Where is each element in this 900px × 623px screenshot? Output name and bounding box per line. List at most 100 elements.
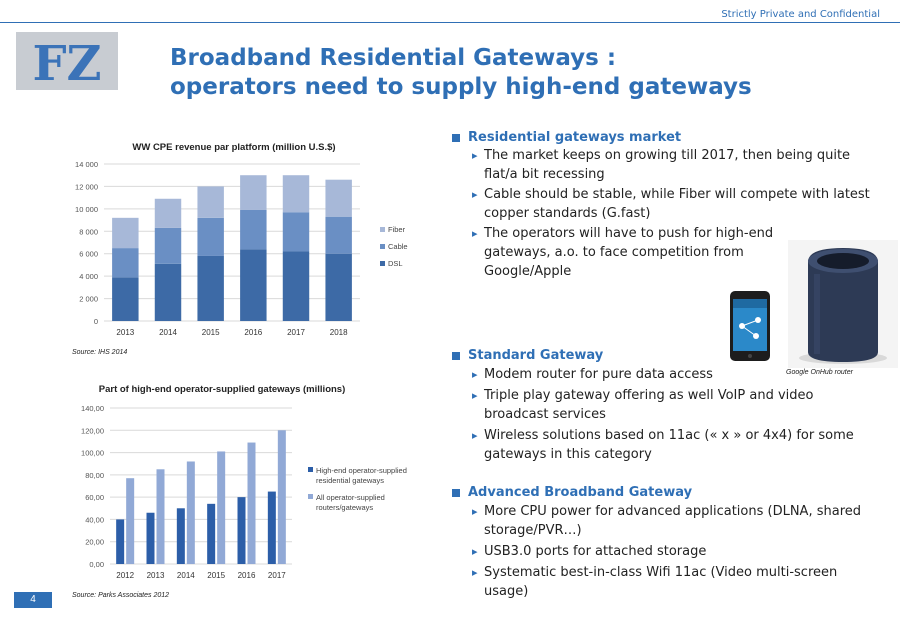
chart2-bar-all [247, 442, 256, 564]
chart1-bar-fiber [240, 175, 267, 210]
bullet-list: More CPU power for advanced applications… [472, 502, 872, 601]
company-logo: FZ [16, 32, 118, 90]
chart1-bar-dsl [282, 251, 310, 321]
chart2-bar-all [186, 461, 195, 564]
chart2-bar-high-end [176, 508, 185, 564]
chart1-y-tick-label: 2 000 [79, 295, 98, 304]
chart1-legend-swatch [380, 261, 385, 266]
slide-title: Broadband Residential Gateways : operato… [170, 44, 870, 102]
chart2-y-tick-label: 120,00 [81, 426, 104, 435]
section-standard-gateway: Standard Gateway Modem router for pure d… [452, 348, 872, 464]
chart1-bar-fiber [154, 198, 182, 228]
bullet-item: Modem router for pure data access [472, 365, 872, 384]
chart1-legend-swatch [380, 244, 385, 249]
chart2-bar-all [277, 430, 286, 564]
chart2-title: Part of high-end operator-supplied gatew… [99, 384, 346, 395]
section-residential-market: Residential gateways market The market k… [452, 130, 872, 281]
chart2-bar-all [156, 469, 165, 564]
chart1-legend-swatch [380, 227, 385, 232]
chart1-bar-cable [197, 217, 224, 256]
title-line-1: Broadband Residential Gateways : [170, 45, 617, 71]
legend-all-line1: All operator-supplied [316, 493, 385, 502]
gateways-chart-svg: Part of high-end operator-supplied gatew… [81, 384, 407, 580]
chart1-y-tick-label: 4 000 [79, 272, 98, 281]
chart2-x-tick-label: 2015 [207, 571, 225, 580]
chart2-y-tick-label: 80,00 [85, 471, 104, 480]
chart1-bar-dsl [197, 255, 224, 321]
chart1-x-tick-label: 2014 [159, 328, 177, 337]
legend-high-end-line2: residential gateways [316, 476, 384, 485]
chart2-y-tick-label: 20,00 [85, 538, 104, 547]
square-bullet-icon [452, 133, 460, 142]
router-caption: Google OnHub router [786, 369, 853, 376]
chart2-bar-high-end [237, 497, 246, 564]
router-image [788, 240, 898, 368]
chart1-legend-label: Cable [388, 242, 408, 251]
legend-all-line2: routers/gateways [316, 503, 373, 512]
bullet-item: USB3.0 ports for attached storage [472, 542, 872, 561]
bullet-item: More CPU power for advanced applications… [472, 502, 872, 540]
chart1-bar-cable [282, 212, 310, 252]
cpe-revenue-chart-svg: WW CPE revenue par platform (million U.S… [75, 142, 408, 337]
chart1-x-tick-label: 2013 [116, 328, 134, 337]
section-heading: Residential gateways market [452, 130, 872, 145]
cpe-revenue-chart: WW CPE revenue par platform (million U.S… [62, 136, 422, 346]
chart1-bar-dsl [325, 253, 352, 321]
chart1-bar-dsl [240, 249, 267, 321]
chart1-bar-cable [325, 216, 352, 254]
chart1-title: WW CPE revenue par platform (million U.S… [132, 142, 335, 153]
legend-high-end-line1: High-end operator-supplied [316, 466, 407, 475]
chart2-bar-high-end [146, 512, 155, 564]
chart1-bar-dsl [154, 263, 182, 321]
bullet-item: Wireless solutions based on 11ac (« x » … [472, 426, 872, 464]
chart1-y-tick-label: 10 000 [75, 205, 98, 214]
chart2-source: Source: Parks Associates 2012 [72, 592, 170, 599]
chart1-x-tick-label: 2017 [287, 328, 305, 337]
chart2-y-tick-label: 0,00 [89, 560, 104, 569]
chart1-y-tick-label: 12 000 [75, 182, 98, 191]
chart2-bar-high-end [116, 519, 125, 564]
chart2-bar-high-end [267, 491, 276, 564]
bullet-item: The market keeps on growing till 2017, t… [472, 146, 852, 184]
square-bullet-icon [452, 351, 460, 360]
chart1-x-tick-label: 2016 [244, 328, 262, 337]
page-number: 4 [14, 592, 52, 608]
smartphone-image [728, 290, 772, 362]
bullet-item: Triple play gateway offering as well VoI… [472, 386, 872, 424]
bullet-item: Cable should be stable, while Fiber will… [472, 185, 872, 223]
section-heading: Advanced Broadband Gateway [452, 485, 872, 500]
chart1-legend-label: Fiber [388, 225, 406, 234]
chart1-y-tick-label: 0 [94, 317, 98, 326]
chart2-x-tick-label: 2014 [177, 571, 195, 580]
bullet-item: The operators will have to push for high… [472, 224, 797, 281]
section-heading: Standard Gateway [452, 348, 872, 363]
chart2-y-tick-label: 60,00 [85, 493, 104, 502]
chart1-y-tick-label: 8 000 [79, 227, 98, 236]
chart2-y-tick-label: 140,00 [81, 404, 104, 413]
title-line-2: operators need to supply high-end gatewa… [170, 74, 752, 100]
square-bullet-icon [452, 488, 460, 497]
chart1-bar-cable [240, 209, 267, 250]
legend-swatch-high-end [308, 467, 313, 472]
chart1-bar-fiber [112, 217, 139, 249]
chart1-x-tick-label: 2018 [330, 328, 348, 337]
chart2-x-tick-label: 2017 [268, 571, 286, 580]
header-rule [0, 22, 900, 23]
gateways-chart: Part of high-end operator-supplied gatew… [62, 378, 432, 586]
chart2-x-tick-label: 2016 [238, 571, 256, 580]
chart1-bar-fiber [197, 186, 224, 218]
chart2-y-tick-label: 100,00 [81, 449, 104, 458]
svg-text:FZ: FZ [32, 36, 101, 90]
section-advanced-gateway: Advanced Broadband Gateway More CPU powe… [452, 485, 872, 601]
bullet-item: Systematic best-in-class Wifi 11ac (Vide… [472, 563, 872, 601]
chart2-bar-high-end [207, 503, 216, 564]
bullet-list: The market keeps on growing till 2017, t… [472, 146, 872, 281]
chart2-bar-all [126, 478, 135, 564]
chart2-y-tick-label: 40,00 [85, 515, 104, 524]
chart2-x-tick-label: 2012 [116, 571, 134, 580]
chart1-bar-cable [112, 248, 139, 278]
chart1-source: Source: IHS 2014 [72, 349, 128, 356]
confidential-label: Strictly Private and Confidential [721, 9, 880, 20]
chart1-bar-fiber [325, 179, 352, 217]
chart1-y-tick-label: 14 000 [75, 160, 98, 169]
